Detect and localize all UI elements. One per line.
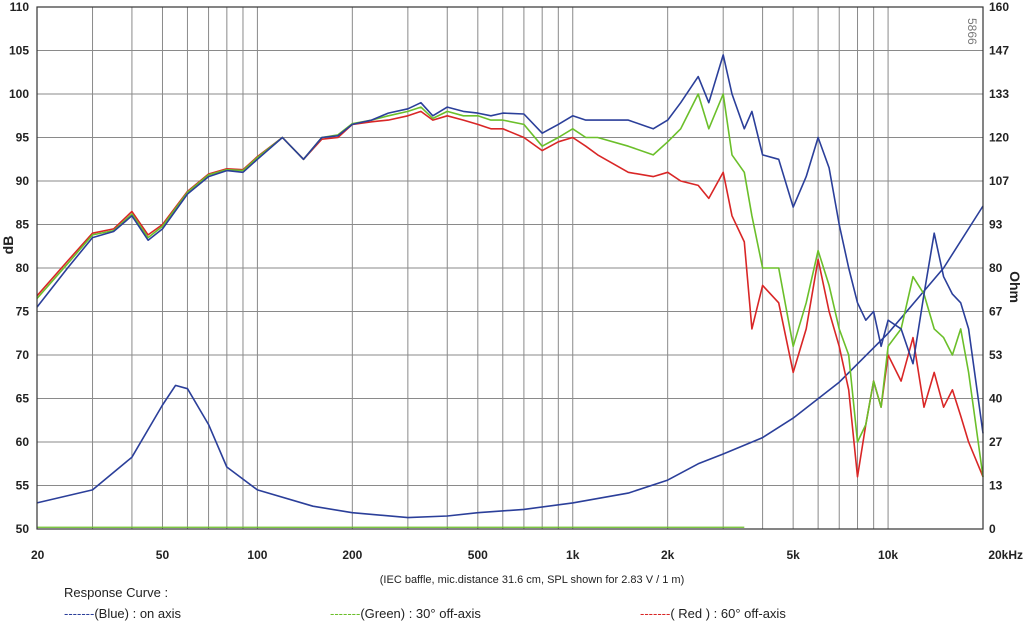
left-axis-title: dB xyxy=(0,236,16,255)
x-tick-label: 200 xyxy=(342,548,362,562)
left-tick-label: 65 xyxy=(16,392,30,406)
left-tick-label: 50 xyxy=(16,522,30,536)
left-tick-label: 95 xyxy=(16,131,30,145)
chart-caption: (IEC baffle, mic.distance 31.6 cm, SPL s… xyxy=(380,574,684,586)
right-tick-label: 0 xyxy=(989,522,996,536)
legend-entry: -------( Red ) : 60° off-axis xyxy=(640,606,786,621)
right-axis-title: Ohm xyxy=(1007,271,1023,303)
right-tick-label: 133 xyxy=(989,87,1009,101)
x-tick-label: 20 xyxy=(31,548,45,562)
left-tick-label: 80 xyxy=(16,261,30,275)
impedance-curve xyxy=(36,205,984,519)
x-tick-label: 2k xyxy=(661,548,675,562)
right-tick-label: 147 xyxy=(989,44,1009,58)
right-tick-label: 67 xyxy=(989,305,1003,319)
x-tick-label: 50 xyxy=(156,548,170,562)
left-tick-label: 55 xyxy=(16,479,30,493)
right-tick-label: 53 xyxy=(989,348,1003,362)
legend-label: (Blue) : on axis xyxy=(94,606,181,621)
legend: -------(Blue) : on axis -------(Green) : … xyxy=(64,606,786,621)
legend-swatch: ------- xyxy=(330,606,360,621)
plot-frame xyxy=(36,6,984,530)
left-tick-label: 60 xyxy=(16,435,30,449)
grid xyxy=(37,6,983,530)
left-tick-label: 100 xyxy=(9,87,29,101)
x-tick-label: 10k xyxy=(878,548,898,562)
left-tick-label: 90 xyxy=(16,174,30,188)
left-tick-label: 105 xyxy=(9,44,29,58)
x-tick-label: 500 xyxy=(468,548,488,562)
left-tick-label: 110 xyxy=(10,0,30,14)
right-tick-label: 160 xyxy=(989,0,1009,14)
right-tick-label: 93 xyxy=(989,218,1003,232)
x-tick-label: 5k xyxy=(786,548,800,562)
left-tick-label: 75 xyxy=(16,305,30,319)
right-tick-label: 80 xyxy=(989,261,1003,275)
x-tick-label: 100 xyxy=(247,548,267,562)
left-tick-label: 85 xyxy=(16,218,30,232)
right-tick-label: 40 xyxy=(989,392,1003,406)
series-layer xyxy=(36,54,984,528)
right-tick-label: 120 xyxy=(989,131,1009,145)
left-tick-label: 70 xyxy=(16,348,30,362)
right-tick-label: 27 xyxy=(989,435,1003,449)
right-tick-label: 13 xyxy=(989,479,1003,493)
x-tick-label: 20kHz xyxy=(988,548,1023,562)
legend-entry: -------(Green) : 30° off-axis xyxy=(330,606,481,621)
corner-label: 5866 xyxy=(965,18,979,45)
legend-label: ( Red ) : 60° off-axis xyxy=(670,606,786,621)
legend-swatch: ------- xyxy=(640,606,670,621)
legend-entry: -------(Blue) : on axis xyxy=(64,606,182,621)
right-tick-label: 107 xyxy=(989,174,1009,188)
x-tick-label: 1k xyxy=(566,548,580,562)
legend-title: Response Curve : xyxy=(64,585,168,600)
series-line-0 xyxy=(36,54,984,434)
legend-label: (Green) : 30° off-axis xyxy=(360,606,481,621)
ticks: 110 105 100 95 90 85 80 75 70 65 60 55 50 160 147 133 12… xyxy=(9,0,1023,562)
series-line-1 xyxy=(36,93,984,477)
legend-swatch: ------- xyxy=(64,606,94,621)
